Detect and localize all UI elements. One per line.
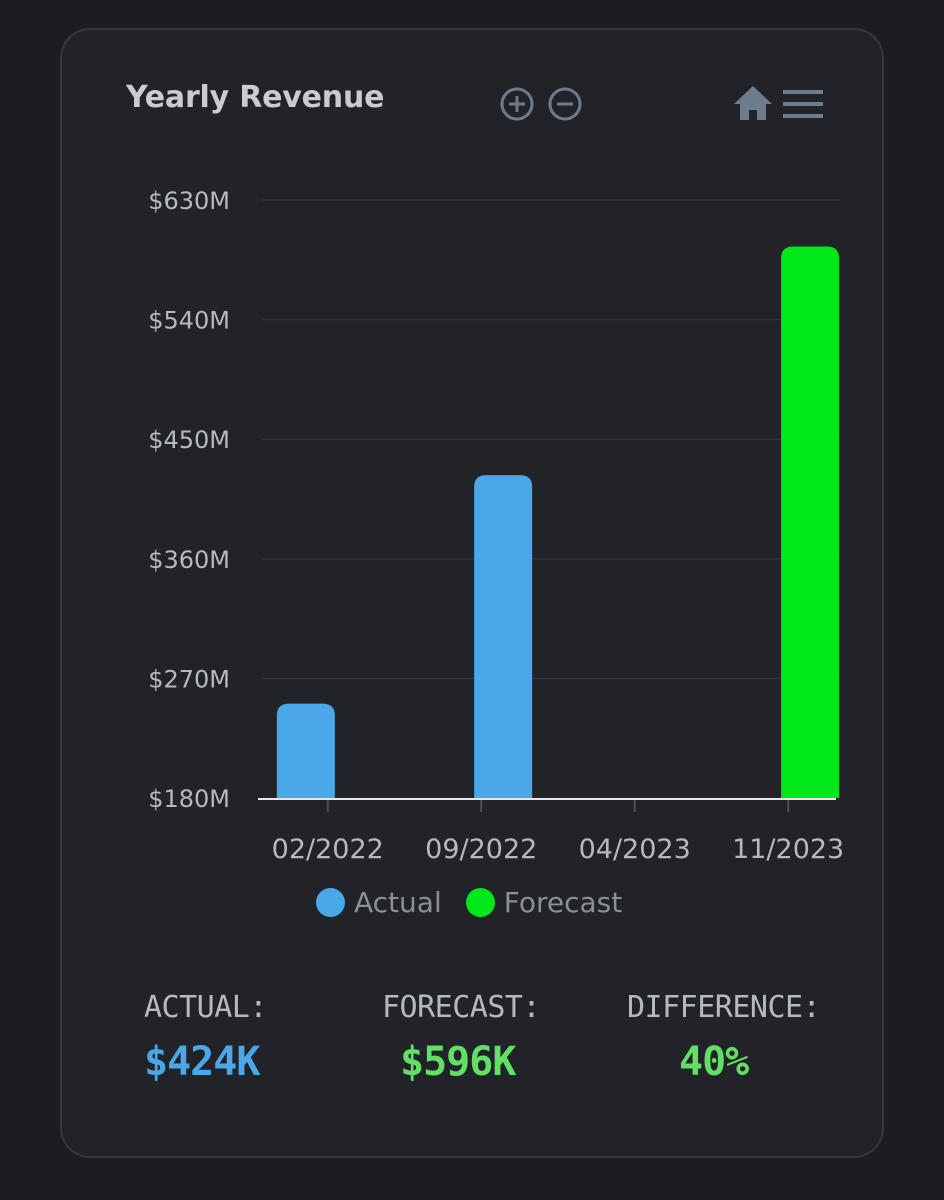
chart-title: Yearly Revenue bbox=[126, 80, 385, 115]
y-tick-label: $270M bbox=[148, 665, 230, 693]
difference-value: 40% bbox=[679, 1039, 749, 1085]
legend-marker-actual bbox=[316, 888, 345, 917]
zoom-out-icon[interactable] bbox=[547, 86, 583, 122]
legend-marker-forecast bbox=[465, 888, 495, 917]
y-tick-label: $450M bbox=[148, 426, 230, 454]
x-tick-label: 11/2023 bbox=[732, 834, 844, 865]
y-tick-label: $180M bbox=[148, 785, 230, 813]
actual-value: $424K bbox=[144, 1039, 260, 1085]
chart-plot: $180M $270M $360M $450M $540M $630M 02/2022 09/… bbox=[148, 187, 844, 865]
chart-legend: Actual Forecast bbox=[316, 886, 646, 919]
hamburger-menu-icon[interactable] bbox=[782, 88, 824, 120]
summary-difference: DIFFERENCE: 40% bbox=[627, 990, 821, 1085]
y-tick-label: $540M bbox=[148, 307, 230, 335]
bar-actual bbox=[474, 475, 533, 798]
forecast-value: $596K bbox=[400, 1039, 516, 1085]
legend-label-actual: Actual bbox=[354, 886, 442, 919]
actual-label: ACTUAL: bbox=[144, 990, 267, 1025]
bar-forecast bbox=[781, 246, 840, 798]
home-icon[interactable] bbox=[732, 84, 774, 122]
y-tick-label: $630M bbox=[148, 187, 230, 215]
x-tick-label: 04/2023 bbox=[579, 834, 691, 865]
zoom-controls bbox=[499, 86, 583, 122]
legend-item-actual[interactable]: Actual bbox=[316, 886, 442, 919]
difference-label: DIFFERENCE: bbox=[627, 990, 821, 1025]
bar-actual bbox=[276, 703, 335, 798]
legend-label-forecast: Forecast bbox=[503, 886, 623, 919]
forecast-label: FORECAST: bbox=[382, 990, 541, 1025]
revenue-card: Yearly Revenue $180M $270M $360M $450M $540M… bbox=[60, 28, 884, 1158]
legend-item-forecast[interactable]: Forecast bbox=[465, 886, 623, 919]
y-tick-label: $360M bbox=[148, 546, 230, 574]
zoom-in-icon[interactable] bbox=[499, 86, 535, 122]
x-tick-label: 09/2022 bbox=[425, 834, 537, 865]
summary-forecast: FORECAST: $596K bbox=[382, 990, 541, 1085]
x-tick-label: 02/2022 bbox=[272, 834, 384, 865]
summary-actual: ACTUAL: $424K bbox=[144, 990, 267, 1085]
